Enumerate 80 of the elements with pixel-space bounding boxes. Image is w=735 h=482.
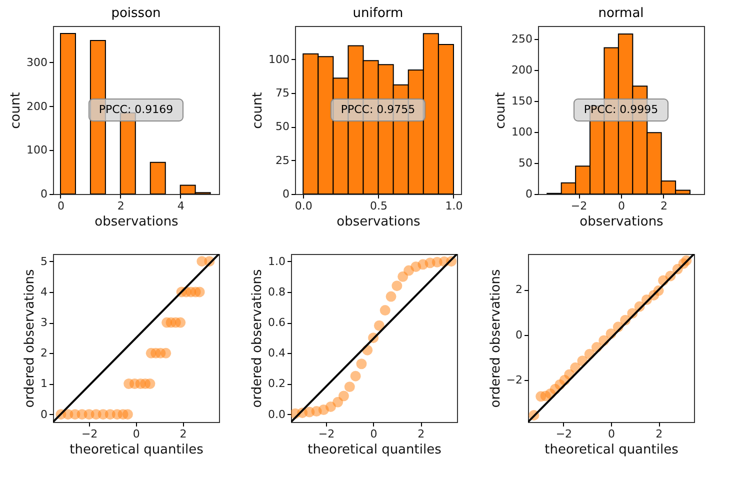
y-tick-label: 0.6 bbox=[268, 316, 286, 330]
x-tick-label: −2 bbox=[556, 428, 572, 440]
y-tick-label: 0 bbox=[40, 188, 48, 200]
y-axis-title: count bbox=[8, 92, 24, 129]
y-tick-label: 200 bbox=[512, 64, 532, 77]
y-axis-title: ordered observations bbox=[488, 269, 504, 408]
point bbox=[338, 390, 349, 402]
y-tick-label: 2 bbox=[516, 283, 522, 296]
point bbox=[386, 291, 396, 302]
x-axis-title: theoretical quantiles bbox=[70, 442, 204, 458]
y-tick-label: 100 bbox=[512, 126, 532, 139]
point bbox=[144, 378, 156, 389]
x-tick-label: 0.5 bbox=[370, 200, 388, 212]
y-tick-label: 0.8 bbox=[268, 285, 286, 298]
y-tick-label: 0.0 bbox=[268, 408, 286, 421]
y-tick-label: 50 bbox=[276, 120, 290, 134]
y-axis-title: ordered observations bbox=[250, 269, 266, 408]
x-tick-label: −2 bbox=[81, 428, 98, 440]
point bbox=[392, 280, 402, 292]
y-tick-label: −2 bbox=[506, 374, 522, 387]
point bbox=[160, 348, 172, 358]
x-axis-title: theoretical quantiles bbox=[544, 442, 679, 458]
x-tick-label: 0 bbox=[608, 428, 615, 440]
y-tick-label: 3 bbox=[40, 316, 48, 330]
x-axis-title: observations bbox=[580, 214, 664, 230]
point bbox=[122, 409, 133, 420]
y-tick-label: 0 bbox=[282, 188, 290, 200]
y-tick-label: 150 bbox=[512, 94, 532, 108]
y-tick-label: 0 bbox=[516, 328, 522, 342]
x-tick-label: 2 bbox=[656, 428, 663, 440]
x-tick-label: 0 bbox=[370, 428, 378, 440]
y-axis-title: count bbox=[250, 92, 266, 129]
y-tick-label: 1 bbox=[40, 377, 48, 390]
annotation: PPCC: 0.9755 bbox=[340, 103, 416, 116]
y-tick-label: 1.0 bbox=[268, 254, 286, 268]
annotation: PPCC: 0.9995 bbox=[584, 103, 658, 116]
point bbox=[344, 382, 355, 392]
x-tick-label: 0 bbox=[57, 200, 64, 212]
point bbox=[175, 317, 186, 328]
y-tick-label: 4 bbox=[40, 285, 48, 298]
x-tick-label: 0.0 bbox=[294, 200, 312, 212]
y-tick-label: 300 bbox=[26, 56, 48, 69]
y-tick-label: 25 bbox=[276, 154, 290, 167]
x-tick-label: −2 bbox=[318, 428, 335, 440]
x-tick-label: 2 bbox=[418, 428, 425, 440]
y-axis-title: count bbox=[494, 92, 509, 129]
y-tick-label: 200 bbox=[26, 100, 48, 113]
y-tick-label: 2 bbox=[40, 346, 48, 360]
x-tick-label: −2 bbox=[570, 200, 588, 212]
x-axis-title: observations bbox=[336, 214, 421, 230]
point bbox=[350, 370, 361, 382]
x-axis-title: theoretical quantiles bbox=[308, 442, 442, 458]
point bbox=[398, 271, 408, 282]
point bbox=[356, 358, 367, 370]
x-tick-label: 2 bbox=[180, 428, 187, 440]
y-tick-label: 250 bbox=[512, 32, 532, 46]
point bbox=[194, 286, 205, 298]
x-tick-label: 1.0 bbox=[445, 200, 463, 212]
x-tick-label: 0 bbox=[132, 428, 140, 440]
y-axis-title: ordered observations bbox=[22, 269, 38, 408]
y-tick-label: 0 bbox=[526, 188, 532, 200]
chart-title: normal bbox=[598, 6, 644, 21]
y-tick-label: 0 bbox=[40, 408, 48, 421]
x-tick-label: 2 bbox=[117, 200, 124, 212]
y-tick-label: 0.4 bbox=[268, 346, 286, 360]
point bbox=[380, 305, 390, 316]
chart-title: uniform bbox=[352, 6, 404, 21]
annotation: PPCC: 0.9169 bbox=[98, 103, 174, 116]
y-tick-label: 5 bbox=[40, 254, 48, 268]
y-tick-label: 100 bbox=[268, 52, 290, 66]
point bbox=[374, 320, 384, 331]
y-tick-label: 100 bbox=[26, 144, 48, 157]
x-tick-label: 0 bbox=[618, 200, 625, 212]
chart-title: poisson bbox=[111, 6, 161, 21]
x-axis-title: observations bbox=[94, 214, 179, 230]
x-tick-label: 4 bbox=[177, 200, 184, 212]
y-tick-label: 50 bbox=[518, 156, 532, 170]
x-tick-label: 2 bbox=[660, 200, 668, 212]
y-tick-label: 0.2 bbox=[268, 377, 286, 390]
y-tick-label: 75 bbox=[276, 86, 290, 100]
